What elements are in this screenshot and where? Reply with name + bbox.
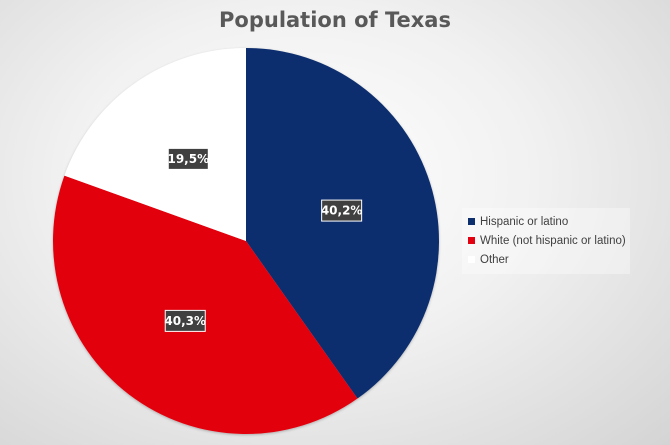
data-label-text-2: 19,5% xyxy=(167,152,209,166)
data-label-2: 19,5% xyxy=(167,147,209,170)
data-label-text-0: 40,2% xyxy=(321,204,363,218)
pie-slice-1 xyxy=(52,175,358,434)
legend-item-0: Hispanic or latino xyxy=(468,212,630,231)
pie-slice-2 xyxy=(64,48,247,241)
legend-label-2: Other xyxy=(480,253,509,266)
chart-title: Population of Texas xyxy=(219,8,451,32)
data-label-1: 40,3% xyxy=(164,309,206,332)
data-label-0: 40,2% xyxy=(321,199,363,222)
legend-item-1: White (not hispanic or latino) xyxy=(468,231,630,250)
legend: Hispanic or latino White (not hispanic or… xyxy=(462,208,630,274)
legend-label-0: Hispanic or latino xyxy=(480,215,569,228)
legend-swatch-2 xyxy=(468,256,475,263)
data-label-text-1: 40,3% xyxy=(164,314,206,328)
legend-item-2: Other xyxy=(468,250,630,269)
pie-slice-0 xyxy=(246,48,439,399)
legend-swatch-1 xyxy=(468,237,475,244)
legend-swatch-0 xyxy=(468,218,475,225)
legend-label-1: White (not hispanic or latino) xyxy=(480,234,626,247)
